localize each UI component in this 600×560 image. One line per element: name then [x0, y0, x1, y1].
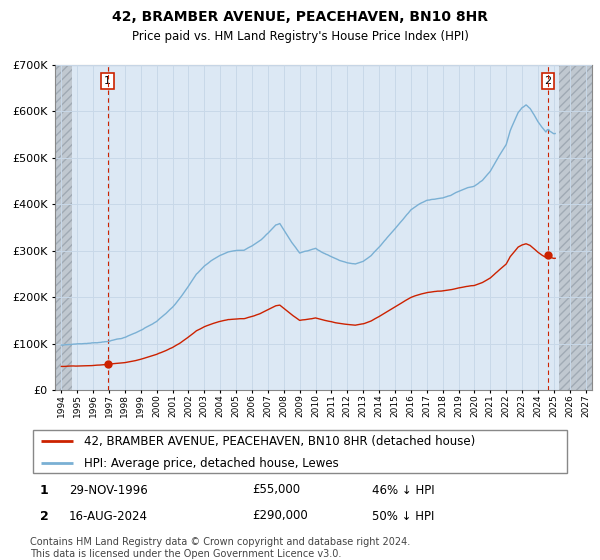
Text: Contains HM Land Registry data © Crown copyright and database right 2024.
This d: Contains HM Land Registry data © Crown c… [30, 537, 410, 559]
Text: Price paid vs. HM Land Registry's House Price Index (HPI): Price paid vs. HM Land Registry's House … [131, 30, 469, 43]
Text: 42, BRAMBER AVENUE, PEACEHAVEN, BN10 8HR: 42, BRAMBER AVENUE, PEACEHAVEN, BN10 8HR [112, 10, 488, 24]
Text: 1: 1 [40, 483, 49, 497]
Text: £55,000: £55,000 [252, 483, 300, 497]
Text: 2: 2 [544, 76, 551, 86]
Text: 16-AUG-2024: 16-AUG-2024 [69, 510, 148, 522]
FancyBboxPatch shape [33, 430, 568, 473]
Text: 50% ↓ HPI: 50% ↓ HPI [372, 510, 434, 522]
Text: 1: 1 [104, 76, 111, 86]
Text: 2: 2 [40, 510, 49, 522]
Text: HPI: Average price, detached house, Lewes: HPI: Average price, detached house, Lewe… [84, 457, 339, 470]
Text: 42, BRAMBER AVENUE, PEACEHAVEN, BN10 8HR (detached house): 42, BRAMBER AVENUE, PEACEHAVEN, BN10 8HR… [84, 435, 475, 447]
Text: 29-NOV-1996: 29-NOV-1996 [69, 483, 148, 497]
Text: 46% ↓ HPI: 46% ↓ HPI [372, 483, 434, 497]
Text: £290,000: £290,000 [252, 510, 308, 522]
